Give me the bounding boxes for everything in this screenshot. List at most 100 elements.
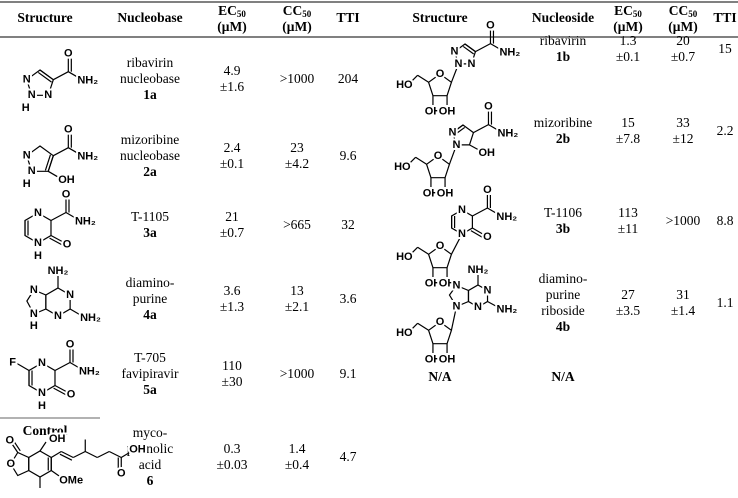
compound-name: 3a — [143, 225, 157, 240]
bond — [411, 74, 419, 82]
bond — [11, 443, 19, 453]
atom-label: O — [67, 388, 76, 400]
compound-name: 2a — [143, 164, 157, 179]
atom-label: N — [455, 58, 463, 70]
compound-name: mizoribine — [121, 132, 179, 147]
ec50-value: 2.4 — [224, 140, 241, 155]
atom-label: OH — [423, 188, 440, 200]
cc50-value: 31 — [676, 287, 690, 302]
column-header-unit: (μM) — [668, 19, 697, 34]
compound-name: 1b — [556, 49, 570, 64]
atom-label: O — [483, 184, 492, 196]
bond — [415, 156, 427, 165]
compound-name: riboside — [541, 303, 585, 318]
ring — [10, 451, 30, 477]
tti-value: 2.2 — [717, 123, 734, 138]
bond — [487, 207, 500, 216]
bond — [462, 45, 475, 55]
ec50-value: 15 — [621, 115, 635, 130]
atom-label: NH₂ — [79, 365, 100, 377]
column-header: Structure — [17, 10, 72, 25]
atom-label: OH — [129, 443, 146, 455]
bond — [44, 154, 52, 171]
ring — [425, 155, 451, 179]
ring — [427, 321, 453, 345]
cc50-value: 13 — [290, 283, 304, 298]
atom-label: HO — [396, 251, 413, 263]
atom-label: NH₂ — [468, 264, 489, 276]
atom-label: NH₂ — [75, 215, 96, 227]
bond — [16, 362, 30, 372]
cc50-value: ±2.1 — [285, 299, 309, 314]
atom-label: NH₂ — [497, 128, 518, 140]
bond — [39, 441, 47, 452]
compound-name: diamino- — [539, 271, 588, 286]
atom-label: OH — [425, 354, 442, 366]
bond — [50, 234, 65, 244]
atom-label: O — [486, 20, 495, 32]
bond — [108, 450, 122, 459]
cc50-value: >1000 — [280, 71, 315, 86]
bond — [53, 387, 67, 396]
atom-label: N — [30, 308, 38, 320]
ec50-value: 27 — [621, 287, 635, 302]
atom-label: N — [467, 58, 475, 70]
ec50-value: ±3.5 — [616, 303, 641, 318]
bond — [50, 211, 67, 222]
bond — [13, 441, 21, 452]
bond — [417, 322, 429, 331]
bond — [450, 233, 463, 255]
atom-label: OH — [439, 106, 456, 118]
atom-label: O — [62, 188, 71, 200]
atom-label: O — [64, 124, 73, 136]
header-sub: 50 — [688, 9, 698, 19]
bond — [473, 124, 489, 134]
atom-label: N — [451, 46, 459, 58]
bond — [450, 63, 460, 83]
ec50-value: ±11 — [618, 221, 638, 236]
bond — [49, 237, 63, 246]
atom-label: NH₂ — [496, 211, 517, 223]
bond — [411, 246, 419, 254]
atom-label: N — [484, 284, 492, 296]
atom-label: NH₂ — [77, 75, 98, 87]
ring — [26, 289, 47, 315]
column-header: Structure — [412, 10, 467, 25]
atom-label: N — [28, 165, 36, 177]
atom-label: N — [38, 357, 46, 369]
atom-label: O — [64, 48, 73, 60]
tti-value: 3.6 — [340, 291, 357, 306]
atom-label: N — [28, 89, 36, 101]
ec50-value: 3.6 — [224, 283, 241, 298]
bond — [59, 453, 73, 461]
bond — [409, 156, 417, 164]
ec50-value: 1.3 — [620, 33, 637, 48]
compound-name: myco- — [133, 425, 168, 440]
bond — [54, 384, 69, 394]
bond — [53, 147, 69, 157]
bond — [464, 43, 476, 53]
ring — [448, 284, 470, 308]
cc50-value: >1000 — [280, 366, 315, 381]
bond — [470, 230, 484, 239]
compound-name: 4a — [143, 307, 157, 322]
bond — [417, 246, 429, 255]
ring — [427, 73, 453, 97]
column-header: CC50 — [283, 3, 312, 19]
atom-label: OH — [425, 106, 442, 118]
compound-name: mizoribine — [534, 115, 592, 130]
compound-name: T-705 — [134, 350, 166, 365]
compound-name: acid — [139, 457, 162, 472]
header-main: EC — [614, 3, 633, 18]
bond — [53, 71, 69, 81]
compound-name: nucleobase — [120, 71, 180, 86]
compound-name: phenolic — [127, 441, 174, 456]
bond — [453, 126, 466, 136]
cc50-value: 33 — [676, 115, 690, 130]
ec50-value: ±1.6 — [220, 79, 245, 94]
header-sub: 50 — [302, 9, 312, 19]
bond — [50, 450, 62, 459]
bond — [47, 170, 61, 179]
atom-label: N — [38, 387, 46, 399]
column-header: CC50 — [669, 3, 698, 19]
